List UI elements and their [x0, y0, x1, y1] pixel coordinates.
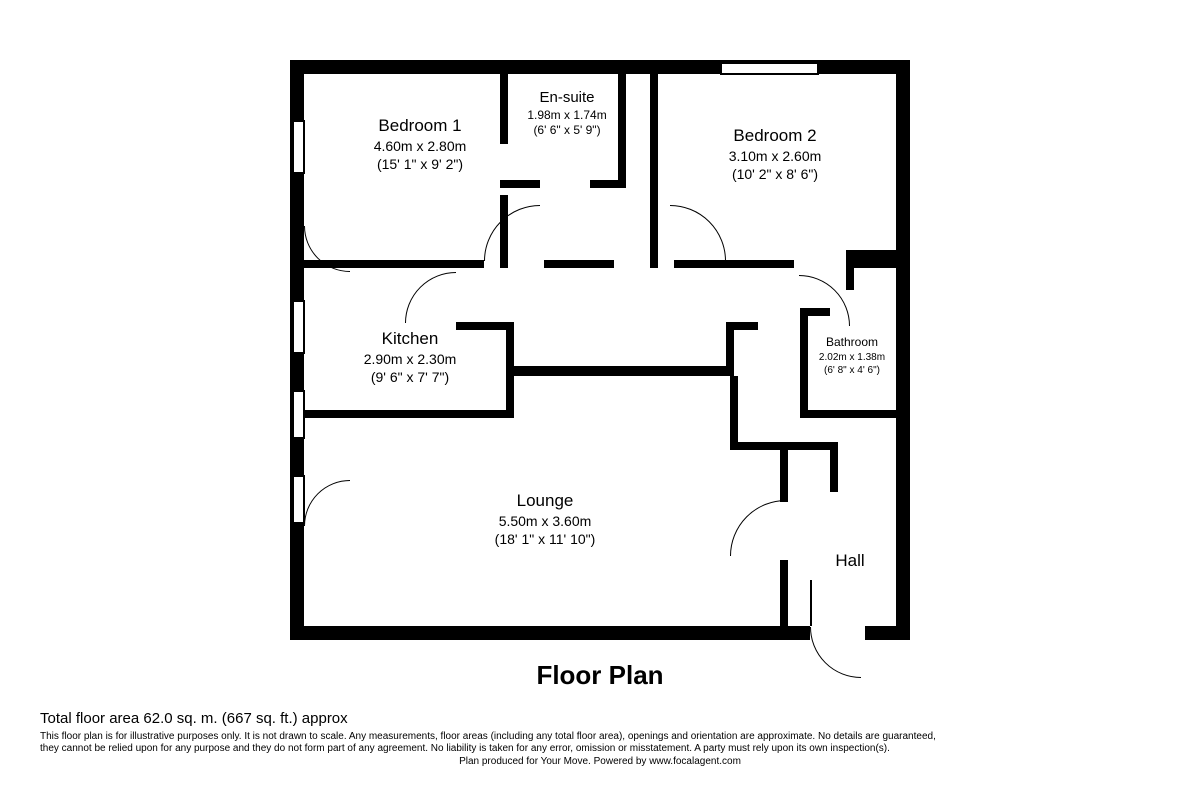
room-dim-m: 5.50m x 3.60m — [445, 512, 645, 530]
footer-disclaimer-3: Plan produced for Your Move. Powered by … — [40, 756, 1160, 769]
label-bedroom2: Bedroom 2 3.10m x 2.60m (10' 2" x 8' 6") — [680, 125, 870, 183]
window-left-1 — [292, 120, 305, 174]
label-ensuite: En-suite 1.98m x 1.74m (6' 6" x 5' 9") — [508, 88, 626, 139]
room-dim-ft: (6' 6" x 5' 9") — [508, 123, 626, 139]
room-dim-m: 1.98m x 1.74m — [508, 108, 626, 124]
room-dim-m: 2.02m x 1.38m — [808, 351, 896, 364]
room-name: Bathroom — [808, 335, 896, 351]
label-lounge: Lounge 5.50m x 3.60m (18' 1" x 11' 10") — [445, 490, 645, 548]
window-top — [720, 62, 819, 75]
label-bathroom: Bathroom 2.02m x 1.38m (6' 8" x 4' 6") — [808, 335, 896, 377]
room-name: Hall — [810, 550, 890, 572]
label-hall: Hall — [810, 550, 890, 572]
room-dim-ft: (9' 6" x 7' 7") — [325, 368, 495, 386]
label-kitchen: Kitchen 2.90m x 2.30m (9' 6" x 7' 7") — [325, 328, 495, 386]
room-name: Bedroom 1 — [330, 115, 510, 137]
room-name: Lounge — [445, 490, 645, 512]
room-name: Kitchen — [325, 328, 495, 350]
plan-title: Floor Plan — [0, 660, 1200, 691]
door-bed1-left — [304, 180, 396, 272]
room-dim-ft: (15' 1" x 9' 2") — [330, 155, 510, 173]
footer: Total floor area 62.0 sq. m. (667 sq. ft… — [40, 710, 1160, 768]
footer-area: Total floor area 62.0 sq. m. (667 sq. ft… — [40, 710, 1160, 729]
window-left-2 — [292, 300, 305, 354]
room-dim-m: 4.60m x 2.80m — [330, 137, 510, 155]
window-left-4 — [292, 475, 305, 524]
room-name: Bedroom 2 — [680, 125, 870, 147]
label-bedroom1: Bedroom 1 4.60m x 2.80m (15' 1" x 9' 2") — [330, 115, 510, 173]
room-dim-m: 2.90m x 2.30m — [325, 350, 495, 368]
door-lounge-left — [304, 480, 396, 572]
floor-plan: Bedroom 1 4.60m x 2.80m (15' 1" x 9' 2")… — [290, 60, 910, 640]
room-dim-ft: (10' 2" x 8' 6") — [680, 165, 870, 183]
room-dim-ft: (18' 1" x 11' 10") — [445, 530, 645, 548]
room-name: En-suite — [508, 88, 626, 108]
room-dim-ft: (6' 8" x 4' 6") — [808, 364, 896, 377]
room-dim-m: 3.10m x 2.60m — [680, 147, 870, 165]
footer-disclaimer-1: This floor plan is for illustrative purp… — [40, 731, 1160, 744]
footer-disclaimer-2: they cannot be relied upon for any purpo… — [40, 743, 1160, 756]
